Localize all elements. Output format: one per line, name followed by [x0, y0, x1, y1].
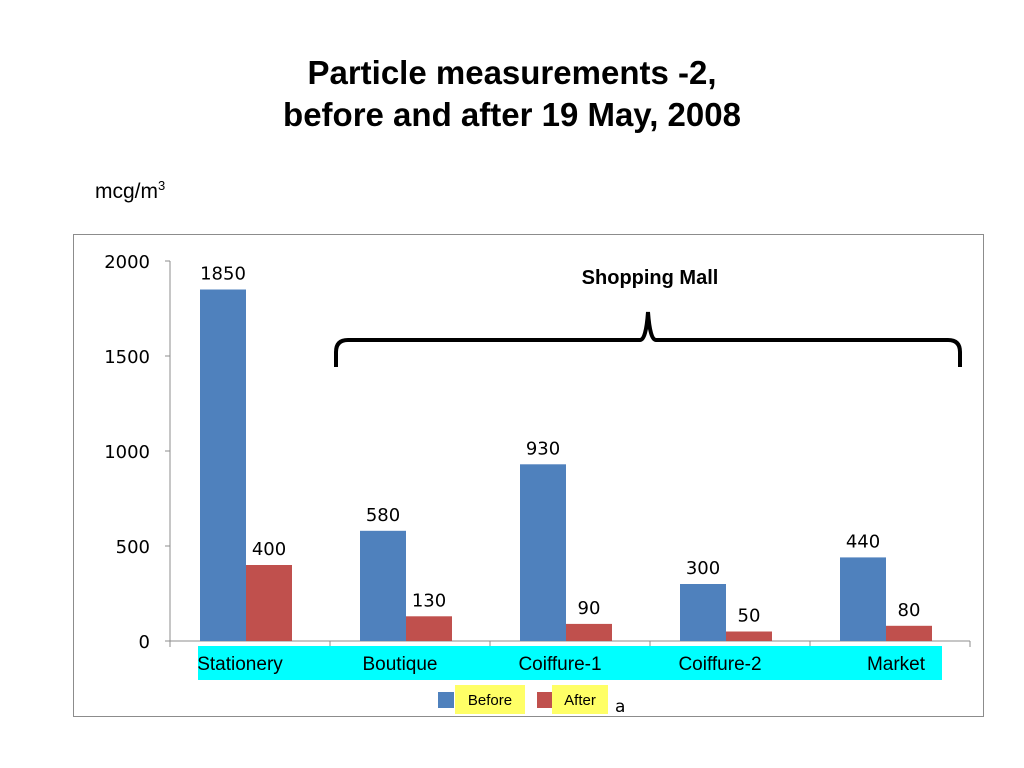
bar-after-market: [886, 625, 932, 641]
bar-after-boutique: [406, 616, 452, 641]
x-category-label: Boutique: [362, 654, 437, 675]
bar-before-coiffure-2: [680, 584, 726, 641]
bar-before-market: [840, 557, 886, 641]
bar-after-stationery: [246, 565, 292, 641]
data-label: 90: [578, 598, 601, 619]
annotation-shopping-mall: Shopping Mall: [582, 267, 719, 289]
legend-swatch-after: [537, 692, 553, 708]
legend-extra-text: a: [615, 697, 625, 717]
data-label: 130: [412, 590, 446, 611]
legend-swatch-before: [438, 692, 454, 708]
chart-title-line-2: before and after 19 May, 2008: [283, 96, 741, 133]
unit-base: mcg/m: [95, 180, 158, 203]
shopping-mall-brace: [334, 311, 962, 367]
bar-after-coiffure-1: [566, 623, 612, 641]
chart-title: Particle measurements -2, before and aft…: [0, 52, 1024, 136]
unit-superscript: 3: [158, 178, 166, 193]
legend-label-bg-before: [455, 685, 525, 714]
x-category-label: Market: [867, 654, 926, 675]
category-label-band: [198, 646, 942, 680]
bar-before-stationery: [200, 289, 246, 641]
y-tick-label: 2000: [104, 252, 150, 273]
data-label: 930: [526, 438, 560, 459]
legend-label-bg-after: [552, 685, 608, 714]
y-axis-unit: mcg/m3: [95, 178, 165, 204]
legend-label-before: Before: [468, 692, 512, 709]
data-label: 300: [686, 558, 720, 579]
data-label: 80: [898, 600, 921, 621]
legend-label-after: After: [564, 692, 596, 709]
y-tick-label: 0: [139, 632, 150, 653]
chart-frame: [73, 234, 984, 717]
x-category-label: Stationery: [197, 654, 283, 675]
y-tick-label: 500: [116, 537, 150, 558]
y-tick-label: 1500: [104, 347, 150, 368]
data-label: 400: [252, 539, 286, 560]
data-label: 580: [366, 505, 400, 526]
x-category-label: Coiffure-1: [518, 654, 601, 675]
bar-before-boutique: [360, 530, 406, 641]
x-category-label: Coiffure-2: [678, 654, 761, 675]
bar-before-coiffure-1: [520, 464, 566, 641]
y-tick-label: 1000: [104, 442, 150, 463]
data-label: 440: [846, 531, 880, 552]
data-label: 50: [738, 606, 761, 627]
bar-after-coiffure-2: [726, 631, 772, 641]
data-label: 1850: [200, 264, 246, 285]
chart-title-line-1: Particle measurements -2,: [307, 54, 717, 91]
